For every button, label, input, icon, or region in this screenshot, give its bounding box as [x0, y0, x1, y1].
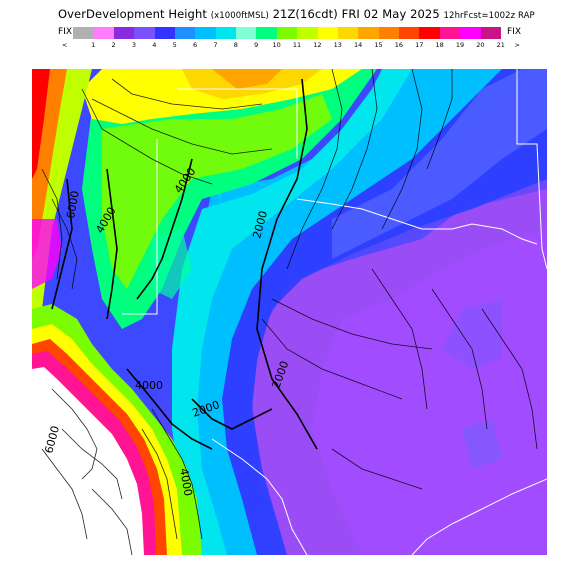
contour-2000-b	[191, 398, 273, 430]
border-nm-tx	[122, 139, 158, 315]
colorbar-swatch	[317, 27, 338, 39]
colorbar-tick-label: 2	[111, 41, 116, 49]
colorbar-tick-label: 11	[292, 41, 302, 49]
colorbar-swatch	[460, 27, 481, 39]
colorbar-tick-label: 19	[455, 41, 465, 49]
colorbar-swatch	[439, 27, 461, 39]
colorbar-swatch	[93, 27, 114, 39]
contour-label-4000-d: 4000	[177, 467, 195, 497]
contour-6000-a	[51, 178, 73, 310]
colorbar-tick-label: 7	[213, 41, 218, 49]
colorbar-tick-label: 1	[91, 41, 96, 49]
contour-4000-a	[136, 158, 193, 300]
contour-4000-b	[106, 168, 118, 320]
colorbar-swatch	[215, 27, 236, 39]
border-east	[516, 69, 547, 270]
colorbar-swatch	[419, 27, 440, 39]
border-rio-grande	[211, 438, 308, 555]
contour-4000-c	[126, 368, 213, 450]
colorbar-tick-label: 4	[152, 41, 157, 49]
colorbar-swatch	[337, 27, 359, 39]
colorbar-tick-label: 13	[333, 41, 342, 49]
colorbar-tick-label: 5	[172, 41, 177, 49]
colorbar: FIX FIX <1 2 3 4 5 6 7 8 9 10 11 12 13 14 15 16 17 18 19 20…	[0, 26, 579, 56]
colorbar-swatches	[73, 27, 501, 39]
colorbar-tick-label: 10	[272, 41, 281, 49]
contours-thin	[41, 69, 538, 555]
border-coast	[411, 478, 547, 555]
colorbar-left-arrow: <	[61, 41, 68, 49]
colorbar-tick-label: 21	[496, 41, 505, 49]
border-red-river	[296, 198, 538, 245]
colorbar-tick-label: 18	[435, 41, 444, 49]
colorbar-tick-label: 17	[415, 41, 424, 49]
contour-label-6000-a: 6000	[64, 190, 82, 220]
colorbar-left-label: FIX	[58, 27, 72, 37]
field-west-red	[32, 69, 50, 179]
colorbar-swatch	[195, 27, 216, 39]
field-violet-patch-2	[462, 419, 502, 469]
field-nodata	[32, 367, 144, 555]
colorbar-tick-labels: <1 2 3 4 5 6 7 8 9 10 11 12 13 14 15 16 17 18 19 20 21 >	[62, 41, 520, 51]
map-graphic: 6000 4000 4000 2000 2000 4000 2000 6000 …	[32, 69, 547, 555]
chart-title: OverDevelopment Height (x1000ftMSL) 21Z(…	[0, 4, 579, 24]
field-west-magenta	[32, 219, 62, 289]
contour-2000-a	[256, 78, 318, 450]
colorbar-swatch	[480, 27, 501, 39]
colorbar-right-arrow: >	[514, 41, 520, 49]
colorbar-swatch	[73, 27, 94, 39]
title-time: 21Z(16cdt) FRI 02 May 2025	[272, 7, 440, 21]
colorbar-swatch	[113, 27, 135, 39]
field-green-patch	[152, 229, 192, 299]
colorbar-swatch	[256, 27, 277, 39]
colorbar-swatch	[174, 27, 196, 39]
colorbar-swatch	[378, 27, 399, 39]
title-line: OverDevelopment Height (x1000ftMSL) 21Z(…	[58, 4, 535, 26]
colorbar-swatch	[154, 27, 175, 39]
colorbar-tick-label: 12	[313, 41, 322, 49]
colorbar-tick-label: 6	[193, 41, 198, 49]
colorbar-tick-label: 16	[394, 41, 404, 49]
colorbar-tick-label: 15	[374, 41, 383, 49]
colorbar-swatch	[134, 27, 155, 39]
colorbar-swatch	[297, 27, 318, 39]
border-ok-panhandle	[177, 88, 298, 159]
colorbar-swatch	[236, 27, 257, 39]
field-blue-light	[332, 69, 547, 259]
title-units: (x1000ftMSL)	[210, 11, 269, 21]
contour-label-4000-c: 4000	[135, 379, 163, 392]
field-orange	[212, 69, 282, 89]
colorbar-right-label: FIX	[507, 27, 521, 37]
colorbar-tick-label: 9	[254, 41, 259, 49]
colorbar-swatch	[358, 27, 379, 39]
field-lime	[102, 94, 332, 289]
forecast-map: 6000 4000 4000 2000 2000 4000 2000 6000 …	[32, 69, 547, 555]
colorbar-swatch	[399, 27, 420, 39]
title-run: 12hrFcst=1002z RAP	[443, 11, 535, 21]
colorbar-tick-label: 20	[476, 41, 485, 49]
colorbar-tick-label: 8	[233, 41, 238, 49]
colorbar-swatch	[276, 27, 298, 39]
title-main: OverDevelopment Height	[58, 7, 207, 21]
colorbar-tick-label: 14	[354, 41, 363, 49]
colorbar-tick-label: 3	[131, 41, 136, 49]
contours-bold	[51, 78, 318, 450]
state-borders	[122, 69, 547, 555]
